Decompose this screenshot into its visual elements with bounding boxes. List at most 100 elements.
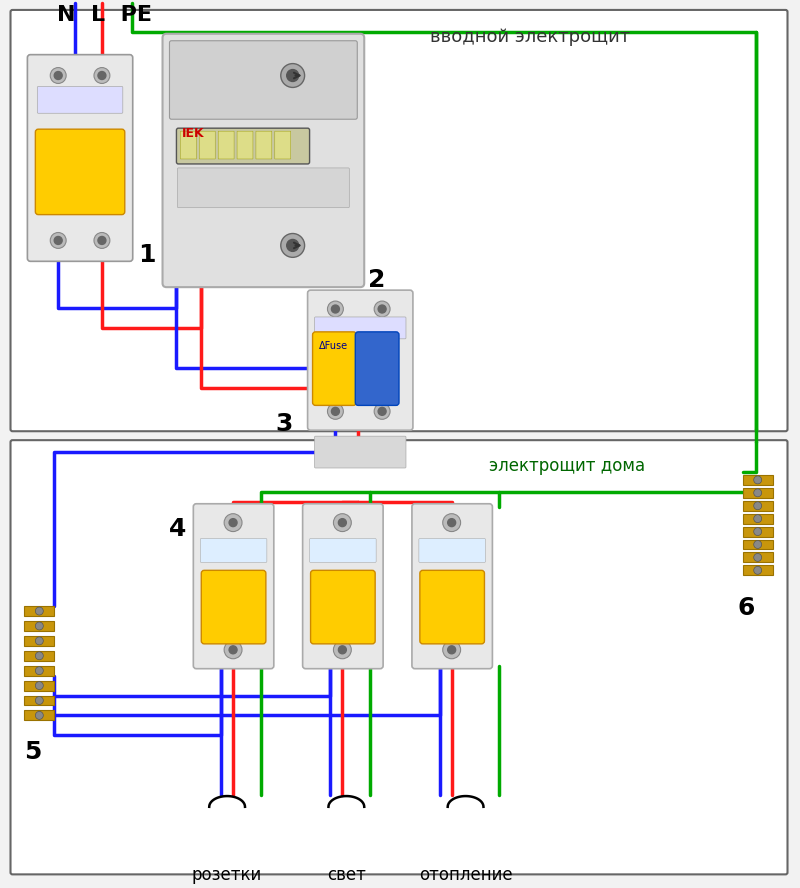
FancyBboxPatch shape	[310, 538, 376, 562]
Text: свет: свет	[327, 867, 366, 884]
Circle shape	[281, 234, 305, 258]
Circle shape	[442, 641, 461, 659]
FancyBboxPatch shape	[310, 570, 375, 644]
FancyBboxPatch shape	[10, 10, 787, 432]
Bar	[25, 651, 54, 661]
FancyBboxPatch shape	[170, 41, 358, 119]
FancyBboxPatch shape	[202, 570, 266, 644]
Circle shape	[35, 622, 43, 630]
Text: отопление: отопление	[418, 867, 512, 884]
Bar	[25, 607, 54, 616]
FancyBboxPatch shape	[10, 440, 787, 875]
Circle shape	[35, 696, 43, 704]
Circle shape	[754, 553, 762, 561]
Circle shape	[98, 236, 106, 244]
Text: вводной электрощит: вводной электрощит	[430, 28, 630, 46]
Circle shape	[224, 641, 242, 659]
Text: 4: 4	[169, 517, 186, 541]
FancyBboxPatch shape	[420, 570, 485, 644]
Bar	[742, 540, 773, 550]
Text: N  L  PE: N L PE	[58, 5, 152, 25]
Circle shape	[327, 403, 343, 419]
Bar	[742, 527, 773, 536]
Bar	[742, 501, 773, 511]
Circle shape	[281, 64, 305, 87]
Circle shape	[442, 513, 461, 532]
Circle shape	[448, 646, 456, 654]
FancyBboxPatch shape	[237, 131, 253, 159]
Circle shape	[35, 667, 43, 675]
Circle shape	[378, 408, 386, 416]
Circle shape	[35, 637, 43, 645]
Circle shape	[338, 646, 346, 654]
Circle shape	[374, 301, 390, 317]
FancyBboxPatch shape	[314, 436, 406, 468]
FancyBboxPatch shape	[412, 503, 493, 669]
Circle shape	[35, 711, 43, 719]
Bar	[742, 488, 773, 498]
Bar	[25, 710, 54, 720]
Circle shape	[754, 541, 762, 549]
Text: ΔFuse: ΔFuse	[318, 341, 348, 351]
Circle shape	[94, 67, 110, 83]
Circle shape	[98, 72, 106, 80]
Bar	[25, 621, 54, 631]
Circle shape	[327, 301, 343, 317]
Circle shape	[224, 513, 242, 532]
Bar	[25, 666, 54, 676]
Bar	[742, 475, 773, 485]
Circle shape	[35, 682, 43, 690]
Circle shape	[331, 408, 339, 416]
Circle shape	[286, 240, 298, 251]
FancyBboxPatch shape	[199, 131, 215, 159]
FancyBboxPatch shape	[200, 538, 267, 562]
FancyBboxPatch shape	[314, 317, 406, 339]
FancyBboxPatch shape	[355, 332, 399, 406]
FancyBboxPatch shape	[27, 55, 133, 261]
FancyBboxPatch shape	[38, 86, 122, 114]
FancyBboxPatch shape	[181, 131, 196, 159]
Circle shape	[374, 403, 390, 419]
Circle shape	[331, 305, 339, 313]
FancyBboxPatch shape	[275, 131, 290, 159]
FancyBboxPatch shape	[419, 538, 486, 562]
Text: электрощит дома: электрощит дома	[490, 457, 646, 475]
FancyBboxPatch shape	[256, 131, 272, 159]
Circle shape	[54, 72, 62, 80]
Circle shape	[50, 233, 66, 249]
Text: 3: 3	[276, 412, 293, 436]
Circle shape	[286, 69, 298, 82]
Circle shape	[338, 519, 346, 527]
Circle shape	[50, 67, 66, 83]
Bar	[742, 566, 773, 575]
Circle shape	[754, 527, 762, 535]
Circle shape	[754, 502, 762, 510]
Circle shape	[229, 646, 237, 654]
Circle shape	[754, 489, 762, 496]
Text: розетки: розетки	[192, 867, 262, 884]
Bar	[25, 636, 54, 646]
Text: 5: 5	[25, 741, 42, 765]
FancyBboxPatch shape	[313, 332, 356, 406]
Bar	[742, 552, 773, 562]
FancyBboxPatch shape	[194, 503, 274, 669]
Circle shape	[448, 519, 456, 527]
Text: 1: 1	[138, 243, 155, 267]
FancyBboxPatch shape	[178, 168, 350, 208]
Circle shape	[54, 236, 62, 244]
Circle shape	[754, 567, 762, 575]
Circle shape	[754, 476, 762, 484]
Circle shape	[334, 641, 351, 659]
Bar	[25, 680, 54, 691]
FancyBboxPatch shape	[162, 34, 364, 287]
Circle shape	[334, 513, 351, 532]
FancyBboxPatch shape	[218, 131, 234, 159]
FancyBboxPatch shape	[302, 503, 383, 669]
Circle shape	[754, 515, 762, 523]
Text: 6: 6	[738, 596, 755, 620]
FancyBboxPatch shape	[307, 290, 413, 430]
FancyBboxPatch shape	[177, 128, 310, 164]
Circle shape	[378, 305, 386, 313]
Circle shape	[35, 607, 43, 615]
Text: 2: 2	[368, 268, 386, 292]
